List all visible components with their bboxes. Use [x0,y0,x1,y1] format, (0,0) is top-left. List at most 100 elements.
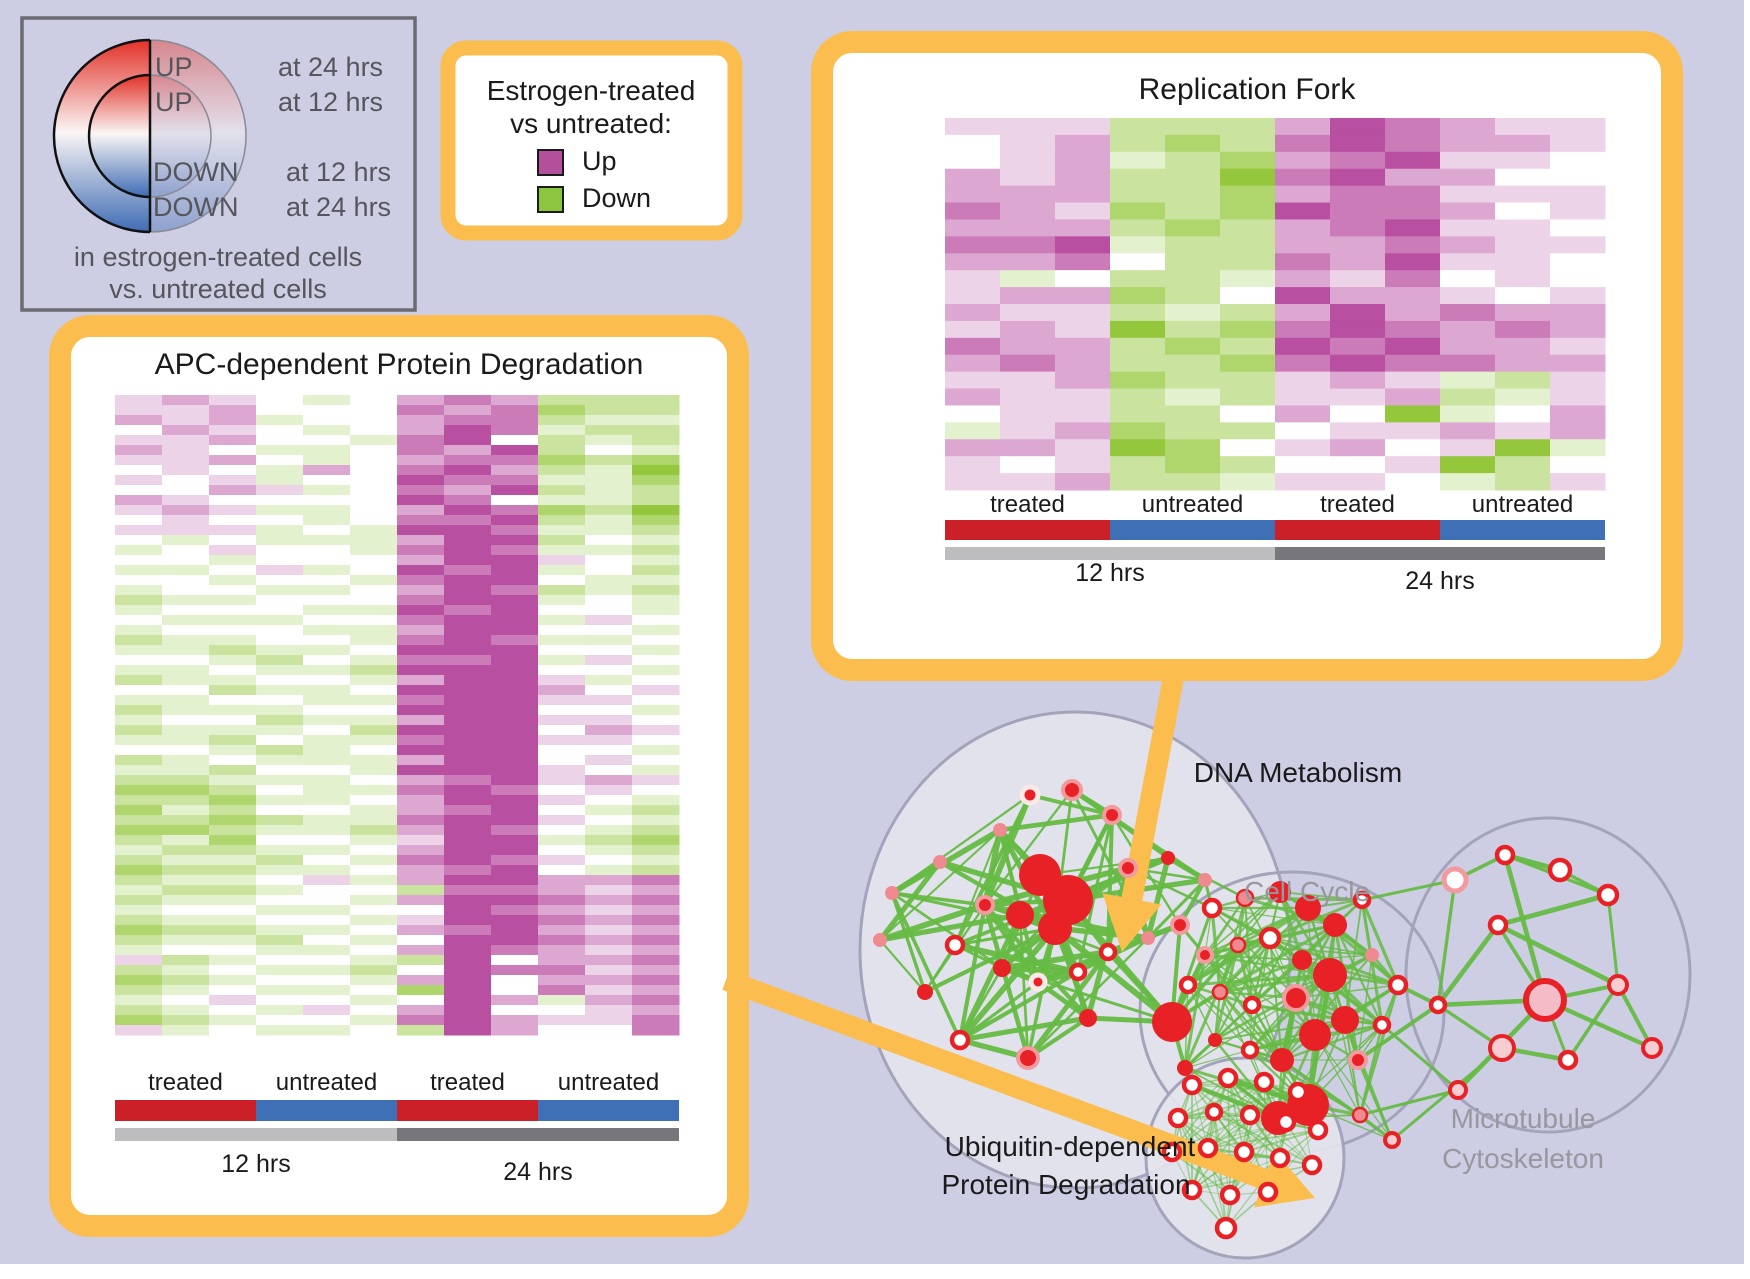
heatmap-cell [1000,185,1056,204]
heatmap-cell [585,735,633,746]
heatmap-cell [1330,168,1386,187]
heatmap-cell [1220,287,1276,305]
heatmap-cell [209,985,257,996]
heatmap-cell [1110,202,1166,220]
heatmap-cell [397,855,445,866]
network-cluster-label: Microtubule [1451,1103,1596,1134]
heatmap-cell [945,320,1001,339]
heatmap-cell [444,985,492,996]
heatmap-cell [1330,219,1386,237]
heatmap-cell [256,535,304,546]
heatmap-cell [491,405,539,416]
heatmap-cell [444,505,492,516]
heatmap-cell [632,855,680,866]
heatmap-cell [585,895,633,906]
network-node [1323,913,1347,937]
heatmap-cell [256,825,304,836]
heatmap-cell [1385,287,1441,305]
heatmap-cell [256,945,304,956]
heatmap-cell [209,505,257,516]
heatmap-cell [162,545,210,556]
heatmap-cell [632,835,680,846]
heatmap-cell [303,975,351,986]
heatmap-cell [303,465,351,476]
heatmap-cell [209,765,257,776]
heatmap-cell [256,655,304,666]
heatmap-cell [444,555,492,566]
legend-swatch-up [537,149,564,176]
heatmap-cell [115,635,163,646]
heatmap-cell [115,755,163,766]
network-node [949,1029,971,1051]
heatmap-cell [444,785,492,796]
heatmap-cell [303,575,351,586]
heatmap-cell [115,915,163,926]
heatmap-cell [1165,405,1221,423]
page-margin-bottom [0,1264,1750,1279]
updown-legend-title1: Estrogen-treated [487,75,696,106]
heatmap-cell [162,975,210,986]
heatmap-cell [303,1015,351,1026]
heatmap-cell [256,435,304,446]
time-label: 12 hrs [1075,559,1144,587]
heatmap-cell [491,735,539,746]
heatmap-cell [1495,337,1551,356]
network-cluster-label: Cytoskeleton [1442,1143,1604,1174]
heatmap-cell [1385,405,1441,423]
heatmap-cell [397,935,445,946]
heatmap-cell [585,785,633,796]
heatmap-cell [162,795,210,806]
heatmap-cell [538,595,586,606]
heatmap-cell [209,1005,257,1016]
heatmap-cell [162,685,210,696]
heatmap-cell [256,545,304,556]
heatmap-cell [1275,185,1331,204]
heatmap-cell [632,415,680,426]
heatmap-cell [1220,456,1276,474]
network-node [1295,895,1321,921]
page-margin-right [1744,0,1750,1279]
network-node [1178,975,1198,995]
heatmap-cell [397,745,445,756]
heatmap-cell [1220,405,1276,423]
heatmap-cell [585,555,633,566]
network-edge [1026,936,1150,1060]
heatmap-cell [632,785,680,796]
network-edge [1280,1023,1384,1062]
heatmap-cell [1495,354,1551,373]
heatmap-cell [1055,354,1111,373]
heatmap-cell [585,915,633,926]
heatmap-cell [632,535,680,546]
heatmap-cell [1440,320,1496,339]
heatmap-cell [538,805,586,816]
heatmap-cell [1000,236,1056,254]
heatmap-cell [1110,439,1166,457]
heatmap-cell [538,455,586,466]
heatmap-cell [115,675,163,686]
heatmap-cell [350,405,398,416]
heatmap-cell [444,465,492,476]
heatmap-cell [162,985,210,996]
heatmap-cell [491,855,539,866]
heatmap-cell [256,505,304,516]
heatmap-cell [585,525,633,536]
heatmap-cell [632,395,680,406]
network-edge [1207,1129,1319,1149]
heatmap-cell [397,505,445,516]
network-edge [1313,983,1400,1037]
heatmap-cell [444,825,492,836]
time-label: 24 hrs [1405,567,1474,595]
network-node [1208,1033,1222,1047]
heatmap-cell [162,745,210,756]
heatmap-cell [256,415,304,426]
heatmap-cell [397,795,445,806]
network-node [885,886,899,900]
heatmap-cell [491,575,539,586]
heatmap-cell [491,545,539,556]
heatmap-cell [115,645,163,656]
heatmap-cell [632,565,680,576]
heatmap-cell [444,1005,492,1016]
heatmap-cell [350,585,398,596]
network-node [1242,995,1262,1015]
